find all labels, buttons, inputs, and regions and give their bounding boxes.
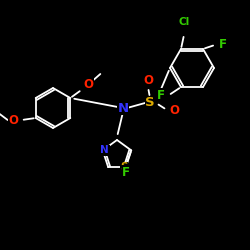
Text: O: O bbox=[9, 114, 19, 126]
Text: S: S bbox=[120, 162, 128, 172]
Text: O: O bbox=[83, 78, 93, 92]
Text: F: F bbox=[122, 166, 130, 179]
Text: Cl: Cl bbox=[178, 17, 190, 27]
Text: O: O bbox=[169, 104, 179, 117]
Text: F: F bbox=[157, 88, 165, 102]
Text: N: N bbox=[118, 102, 128, 114]
Text: N: N bbox=[100, 145, 109, 155]
Text: O: O bbox=[143, 74, 153, 88]
Text: F: F bbox=[219, 38, 227, 52]
Text: S: S bbox=[145, 96, 155, 110]
